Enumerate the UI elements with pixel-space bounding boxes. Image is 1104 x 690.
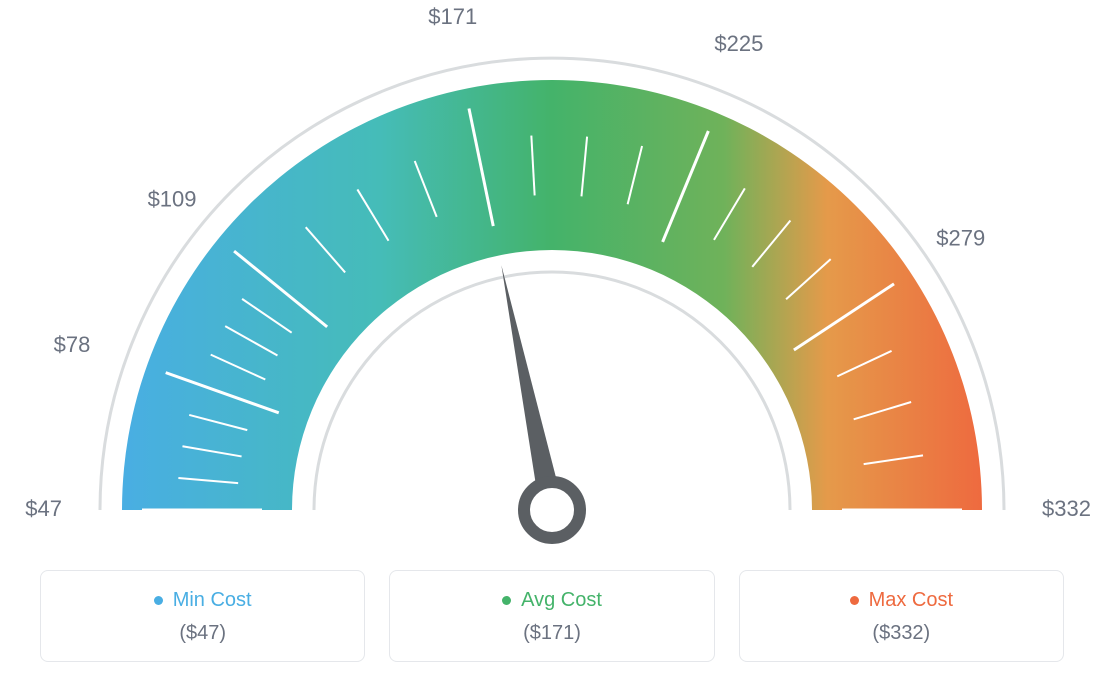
gauge-svg: $47 $78 $109 $171 $225 $279 $332	[0, 0, 1104, 560]
dot-icon	[850, 596, 859, 605]
tick-label: $279	[936, 226, 985, 251]
tick-label: $78	[54, 332, 91, 357]
legend-value-min: ($47)	[51, 622, 354, 645]
tick-label: $332	[1042, 496, 1091, 521]
tick-label: $171	[428, 4, 477, 29]
legend-card-min: Min Cost ($47)	[40, 570, 365, 662]
legend-card-avg: Avg Cost ($171)	[389, 570, 714, 662]
legend-title-max: Max Cost	[850, 589, 953, 612]
legend-label-avg: Avg Cost	[521, 589, 602, 612]
legend-label-min: Min Cost	[173, 589, 252, 612]
cost-gauge: $47 $78 $109 $171 $225 $279 $332	[0, 0, 1104, 560]
legend-title-min: Min Cost	[154, 589, 252, 612]
tick-label: $47	[25, 496, 62, 521]
dot-icon	[502, 596, 511, 605]
legend-card-max: Max Cost ($332)	[739, 570, 1064, 662]
legend-title-avg: Avg Cost	[502, 589, 602, 612]
dot-icon	[154, 596, 163, 605]
legend-value-max: ($332)	[750, 622, 1053, 645]
tick-label: $225	[714, 31, 763, 56]
legend-value-avg: ($171)	[400, 622, 703, 645]
legend-row: Min Cost ($47) Avg Cost ($171) Max Cost …	[40, 570, 1064, 662]
legend-label-max: Max Cost	[869, 589, 953, 612]
tick-label: $109	[148, 187, 197, 212]
